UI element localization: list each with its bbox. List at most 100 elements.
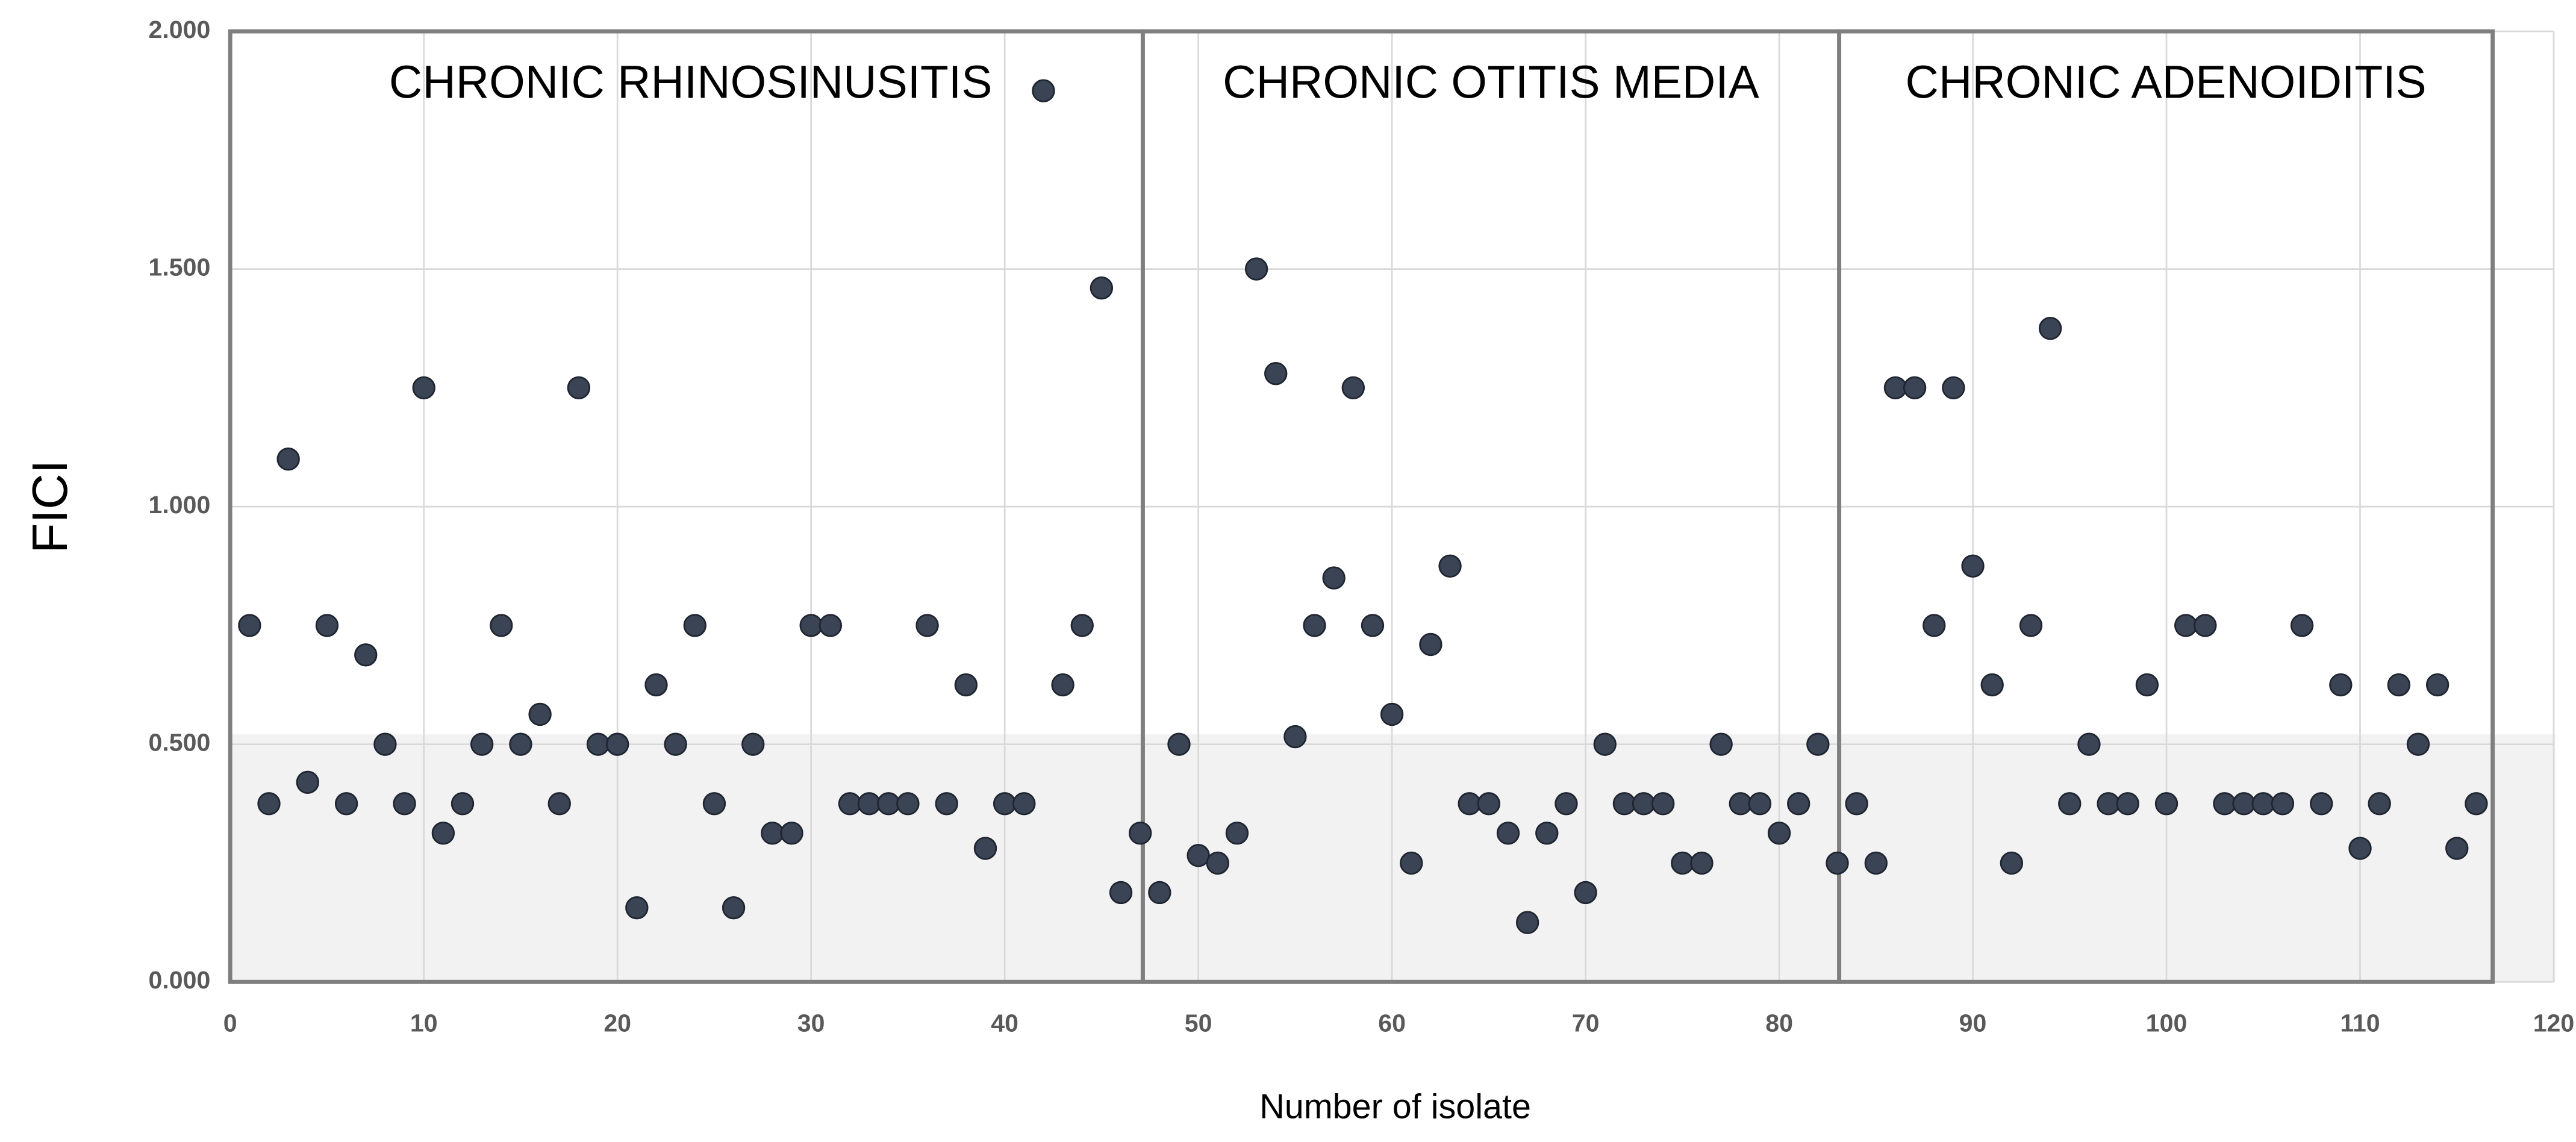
y-tick-label: 1.000 [149, 491, 211, 519]
x-axis-label: Number of isolate [1259, 1087, 1531, 1126]
data-point [954, 673, 978, 697]
x-tick-label: 80 [1765, 1009, 1793, 1037]
data-point [819, 614, 843, 637]
data-point [2251, 792, 2275, 816]
data-point [1032, 79, 1055, 102]
data-point [1748, 792, 1772, 816]
data-point [1883, 376, 1907, 400]
data-point [1341, 376, 1365, 400]
data-point [1496, 822, 1520, 845]
data-point [915, 614, 939, 637]
y-axis-label: FICI [23, 460, 78, 554]
data-point [2116, 792, 2139, 816]
group-box [1837, 29, 2495, 984]
data-point [567, 376, 591, 400]
data-point [2154, 792, 2178, 816]
data-point [1438, 554, 1462, 578]
data-point [1574, 881, 1597, 905]
data-point [1380, 702, 1404, 726]
data-point [1767, 822, 1791, 845]
data-point [2000, 851, 2024, 875]
data-point [1942, 376, 1965, 400]
data-point [1303, 614, 1326, 637]
data-point [373, 732, 397, 756]
data-point [1903, 376, 1927, 400]
x-tick-label: 20 [603, 1009, 631, 1037]
data-point [2368, 792, 2391, 816]
data-point [490, 614, 513, 637]
data-point [1361, 614, 1385, 637]
annotation: CHRONIC RHINOSINUSITIS [389, 57, 992, 108]
y-tick-label: 1.500 [149, 253, 211, 281]
x-tick-label: 120 [2533, 1009, 2575, 1037]
data-point [276, 448, 300, 471]
data-point [857, 792, 881, 816]
data-point [334, 792, 358, 816]
data-point [1593, 732, 1617, 756]
data-point [1651, 792, 1675, 816]
data-point [2445, 837, 2469, 860]
x-tick-label: 110 [2340, 1009, 2380, 1037]
data-point [2348, 837, 2372, 860]
data-point [625, 896, 649, 920]
data-point [2077, 732, 2101, 756]
data-point [2329, 673, 2353, 697]
x-tick-label: 40 [991, 1009, 1018, 1037]
data-point [606, 732, 629, 756]
data-point [1148, 881, 1171, 905]
data-point [2097, 792, 2120, 816]
data-point [296, 770, 320, 794]
data-point [547, 792, 571, 816]
data-point [1671, 851, 1694, 875]
data-point [2406, 732, 2430, 756]
x-tick-label: 10 [410, 1009, 438, 1037]
data-point [1167, 732, 1191, 756]
data-point [412, 376, 435, 400]
y-tick-label: 0.500 [149, 729, 211, 757]
data-point [1225, 822, 1249, 845]
data-point [644, 673, 668, 697]
annotation: CHRONIC OTITIS MEDIA [1223, 57, 1759, 108]
data-point [509, 732, 532, 756]
x-tick-label: 90 [1959, 1009, 1987, 1037]
data-point [1980, 673, 2004, 697]
data-point [1206, 851, 1229, 875]
data-point [1187, 844, 1210, 867]
data-point [1845, 792, 1868, 816]
data-point [1477, 792, 1501, 816]
data-point [1632, 792, 1656, 816]
data-point [1515, 911, 1539, 934]
data-point [1555, 792, 1578, 816]
data-point [2058, 792, 2082, 816]
data-point [451, 792, 475, 816]
data-point [354, 643, 378, 667]
y-tick-label: 0.000 [149, 966, 211, 994]
data-point [1806, 732, 1830, 756]
data-point [2194, 614, 2217, 637]
data-point [1612, 792, 1636, 816]
data-point [2174, 614, 2198, 637]
data-point [1070, 614, 1094, 637]
data-point [2310, 792, 2333, 816]
data-point [1264, 362, 1288, 385]
data-point [1923, 614, 1946, 637]
data-point [393, 792, 416, 816]
data-point [761, 822, 784, 845]
data-point [780, 822, 803, 845]
data-point [1129, 822, 1152, 845]
data-point [2271, 792, 2295, 816]
data-point [993, 792, 1017, 816]
data-point [741, 732, 765, 756]
data-point [257, 792, 281, 816]
data-point [1090, 276, 1114, 300]
data-point [1109, 881, 1133, 905]
data-point [1729, 792, 1752, 816]
data-point [1864, 851, 1888, 875]
data-point [470, 732, 494, 756]
data-point [1535, 822, 1559, 845]
data-point [702, 792, 726, 816]
x-tick-label: 70 [1572, 1009, 1600, 1037]
data-point [2213, 792, 2236, 816]
data-point [2425, 673, 2450, 697]
